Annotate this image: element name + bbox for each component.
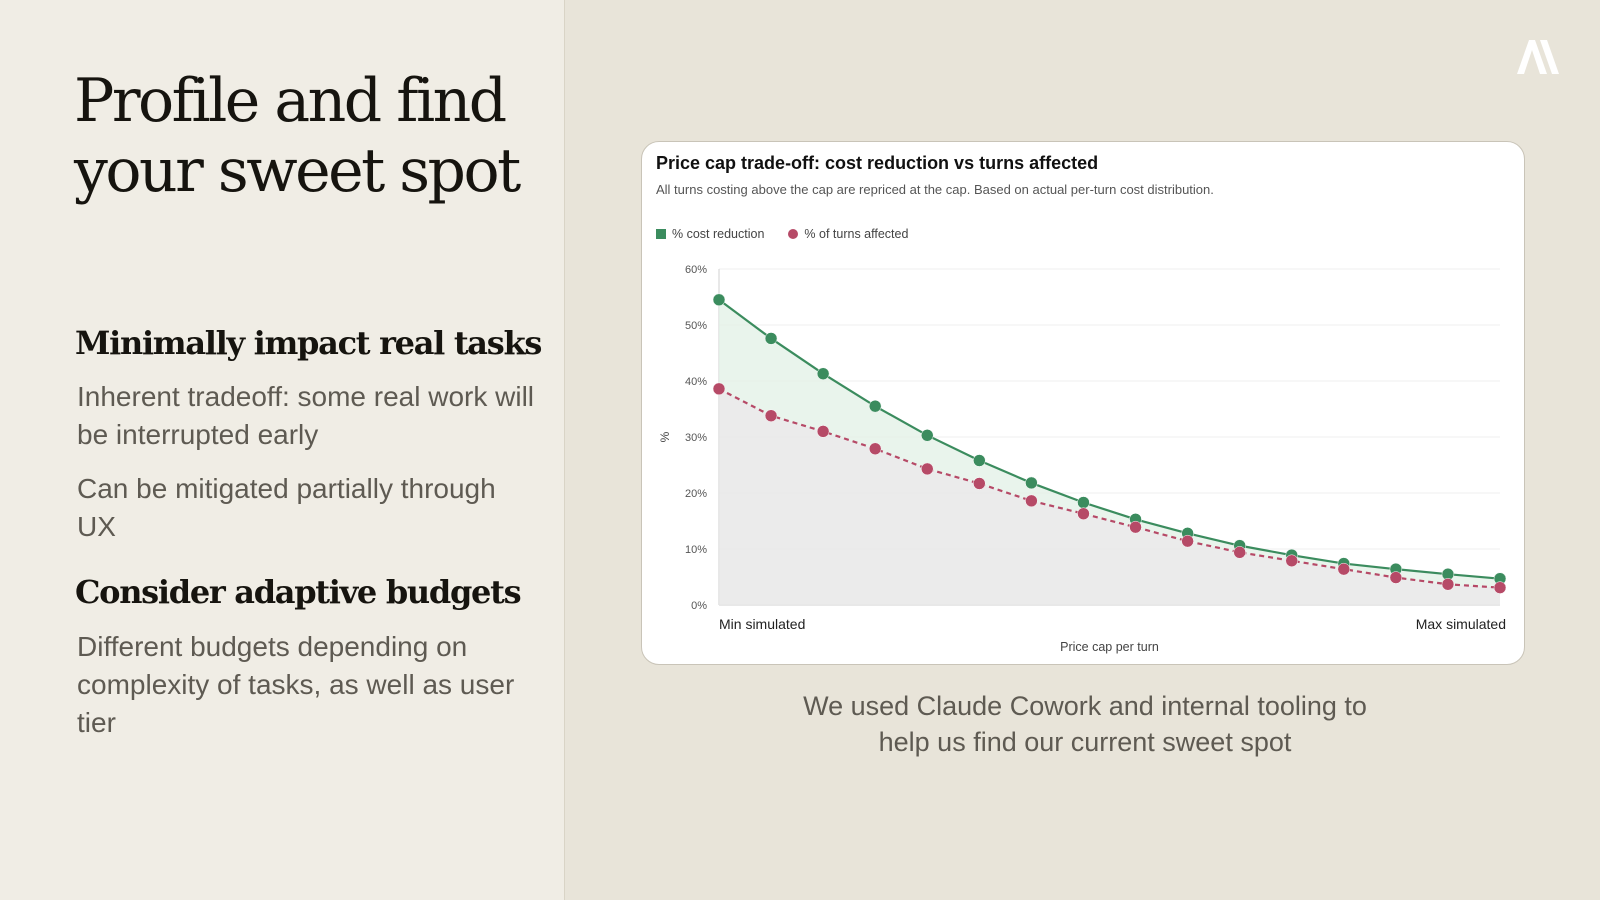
y-tick-label: 10% (685, 544, 707, 556)
legend-item-cost-reduction[interactable]: % cost reduction (656, 227, 764, 241)
chart-subtitle: All turns costing above the cap are repr… (656, 182, 1214, 197)
point-cost-reduction (868, 399, 882, 413)
x-tick-label-max: Max simulated (1416, 616, 1506, 632)
area-turns-affected (719, 388, 1500, 605)
x-axis-label: Price cap per turn (1060, 640, 1159, 654)
line-cost-reduction (718, 298, 1501, 580)
point-turns-affected (1025, 494, 1038, 508)
y-tick-label: 20% (685, 488, 707, 500)
point-cost-reduction (1025, 476, 1038, 490)
y-tick-label: 60% (685, 264, 707, 276)
anthropic-logo-icon (1517, 40, 1559, 74)
point-turns-affected (973, 477, 986, 490)
point-turns-affected (1077, 507, 1090, 520)
point-turns-affected (921, 462, 934, 476)
y-tick-label: 30% (685, 432, 707, 444)
legend-item-turns-affected[interactable]: % of turns affected (788, 227, 908, 241)
chart-title: Price cap trade-off: cost reduction vs t… (656, 153, 1099, 173)
point-cost-reduction (973, 454, 986, 467)
legend-swatch-turns-affected (788, 229, 799, 239)
legend-swatch-cost-reduction (656, 229, 666, 239)
section-heading-adaptive-budgets: Consider adaptive budgets (75, 573, 522, 611)
point-cost-reduction (816, 367, 830, 380)
point-turns-affected (1337, 562, 1351, 576)
legend-label-turns-affected: % of turns affected (804, 227, 909, 241)
point-turns-affected (1233, 546, 1246, 559)
y-tick-label: 0% (691, 600, 707, 612)
point-cost-reduction (712, 293, 726, 307)
point-turns-affected (764, 409, 778, 422)
point-mitigated-ux: Can be mitigated partially through UX (77, 473, 496, 542)
legend-label-cost-reduction: % cost reduction (672, 227, 765, 241)
point-turns-affected (816, 425, 830, 438)
point-cost-reduction (1077, 496, 1090, 509)
y-axis-label: % (658, 431, 672, 442)
point-cost-reduction (764, 332, 778, 345)
left-panel: Profile and find your sweet spot Minimal… (0, 0, 565, 900)
point-inherent-tradeoff: Inherent tradeoff: some real work will b… (77, 381, 535, 450)
slide-caption: We used Claude Cowork and internal tooli… (803, 691, 1367, 757)
chart-plot: 0% 10% 20% 30% 40% 50% 60%% Min simulated Max si… (658, 264, 1507, 654)
slide-title: Profile and find your sweet spot (74, 66, 521, 206)
point-turns-affected (1493, 581, 1507, 594)
section-heading-minimally-impact: Minimally impact real tasks (75, 324, 542, 362)
point-turns-affected (1389, 571, 1403, 584)
point-turns-affected (868, 442, 882, 456)
chart-card: Price cap trade-off: cost reduction vs t… (641, 141, 1525, 665)
point-turns-affected (1285, 554, 1298, 568)
line-turns-affected (718, 387, 1501, 589)
x-tick-label-min: Min simulated (719, 616, 805, 632)
point-turns-affected (1129, 520, 1142, 534)
y-tick-label: 50% (685, 320, 707, 332)
point-turns-affected (1181, 534, 1194, 548)
chart-legend: % cost reduction % of turns affected (656, 227, 908, 241)
point-different-budgets: Different budgets depending on complexit… (77, 631, 515, 738)
point-turns-affected (1441, 578, 1455, 591)
point-cost-reduction (921, 429, 934, 442)
point-turns-affected (712, 382, 726, 396)
y-tick-label: 40% (685, 376, 707, 388)
